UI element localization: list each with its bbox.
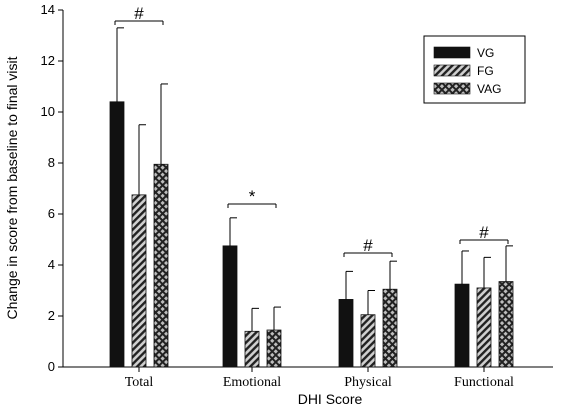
y-tick-label: 10 [41,104,55,119]
x-tick-label: Functional [454,375,514,390]
bar [153,163,169,368]
legend-swatch [433,82,471,95]
x-tick-label: Physical [344,375,392,390]
bar [109,101,125,368]
bar [338,299,354,368]
bar [382,288,398,368]
x-axis-title: DHI Score [298,391,363,407]
legend-swatch [433,64,471,77]
x-axis: Total Emotional Physical Functional [63,366,553,390]
bar [244,330,260,368]
x-tick-label: Total [125,375,154,390]
significance-marker: # [134,4,144,23]
significance-marker: # [479,223,489,242]
bar [454,283,470,368]
legend-label: VG [477,46,494,60]
y-tick-label: 14 [41,2,55,17]
bar [222,245,238,368]
bar [498,281,514,368]
legend-swatch [433,46,471,59]
y-tick-label: 12 [41,53,55,68]
y-tick-label: 4 [48,257,55,272]
y-tick-label: 2 [48,308,55,323]
y-axis: 0 2 4 6 8 10 12 14 [41,2,64,374]
y-tick-label: 6 [48,206,55,221]
significance-marker: * [249,187,256,206]
bars [109,27,514,368]
significance-brackets: # * # # [114,4,509,257]
y-tick-label: 8 [48,155,55,170]
x-tick-label: Emotional [223,375,281,390]
bar [476,287,492,368]
legend-label: VAG [477,82,501,96]
legend: VG FG VAG [423,35,526,104]
y-tick-label: 0 [48,359,55,374]
y-axis-title: Change in score from baseline to final v… [4,56,20,319]
significance-marker: # [363,236,373,255]
bar [360,314,376,368]
legend-label: FG [477,64,494,78]
bar [266,329,282,368]
bar [131,194,147,368]
